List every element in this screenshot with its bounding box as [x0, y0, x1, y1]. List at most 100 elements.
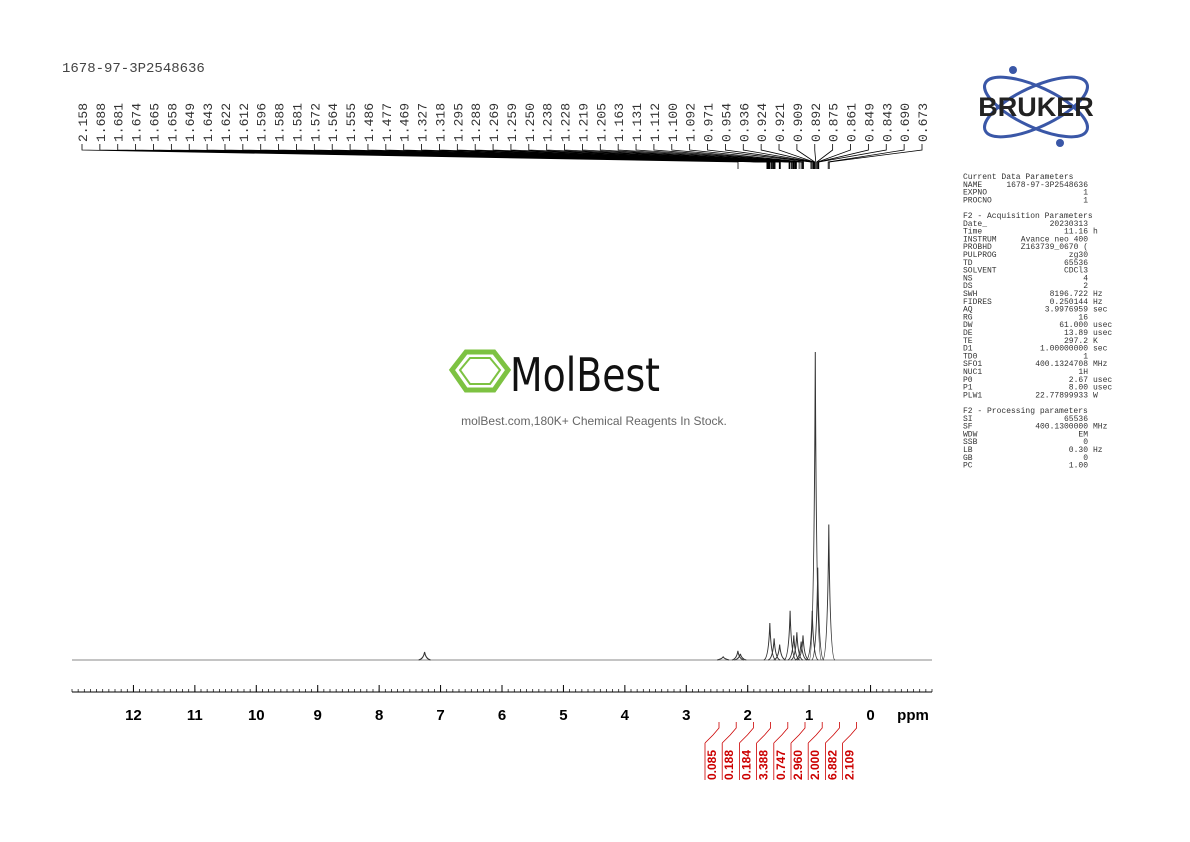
integral-bracket	[756, 722, 771, 780]
peak-label: 0.673	[916, 103, 931, 142]
peak-leader	[828, 144, 923, 169]
peak-leader	[81, 144, 739, 169]
param-value: CDCl3	[1064, 267, 1088, 276]
param-name: Time	[963, 228, 982, 237]
peak-label: 0.861	[845, 103, 860, 142]
peak-label: 0.909	[791, 103, 806, 142]
peak-label: 1.092	[684, 103, 699, 142]
peak-leader	[653, 144, 803, 169]
peak-leader	[827, 144, 905, 169]
param-name: NAME	[963, 181, 982, 190]
param-value: 400.1324708	[1035, 360, 1088, 369]
watermark-tagline: molBest.com,180K+ Chemical Reagents In S…	[461, 414, 727, 428]
param-name: TE	[963, 337, 973, 346]
param-unit: usec	[1093, 376, 1112, 385]
param-unit: Hz	[1093, 446, 1103, 455]
x-tick-label: 11	[187, 707, 203, 724]
x-tick-label: 7	[436, 707, 444, 724]
integral-label: 0.747	[774, 750, 788, 780]
peak-label: 0.936	[737, 103, 752, 142]
param-value: 8.00	[1069, 384, 1088, 393]
peak-leader	[635, 144, 802, 169]
param-value: 8196.722	[1050, 290, 1089, 299]
param-unit: usec	[1093, 384, 1112, 393]
peak-label: 0.849	[862, 103, 877, 142]
integral-bracket	[790, 722, 806, 780]
peak-label: 1.288	[469, 103, 484, 142]
peak-label: 1.269	[487, 103, 502, 142]
peak-leader	[707, 144, 812, 169]
peak-label: 1.163	[612, 103, 627, 142]
param-name: P1	[963, 384, 973, 393]
param-value: 61.000	[1059, 321, 1088, 330]
logo-text: BRUKER	[978, 92, 1094, 122]
peak-leader	[817, 144, 851, 169]
param-name: FIDRES	[963, 298, 992, 307]
peak-label: 0.843	[880, 103, 895, 142]
param-name: RG	[963, 313, 973, 322]
peak-label: 1.112	[648, 103, 663, 142]
spectrum-peak	[811, 567, 825, 661]
param-unit: MHz	[1093, 423, 1108, 432]
integral-label: 0.184	[739, 750, 753, 780]
peak-leader	[528, 144, 795, 169]
param-name: PROCNO	[963, 196, 992, 205]
peak-label: 0.971	[702, 103, 717, 142]
sample-title: 1678-97-3P2548636	[62, 61, 205, 77]
param-name: SF	[963, 423, 973, 432]
integral-label: 2.000	[808, 750, 822, 780]
param-value: 0.30	[1069, 446, 1088, 455]
peak-label: 1.469	[398, 103, 413, 142]
param-value: 2.67	[1069, 376, 1088, 385]
x-tick-label: 12	[125, 707, 142, 724]
param-value: 13.89	[1064, 329, 1088, 338]
param-value: 1678-97-3P2548636	[1006, 181, 1088, 190]
peak-label: 1.131	[630, 103, 645, 142]
param-name: INSTRUM	[963, 235, 997, 244]
x-tick-label: 10	[248, 707, 265, 724]
param-name: LB	[963, 446, 973, 455]
param-unit: h	[1093, 228, 1098, 237]
peak-leader	[671, 144, 804, 169]
peak-label: 1.250	[523, 103, 538, 142]
peak-leader	[814, 144, 817, 169]
param-name: EXPNO	[963, 189, 987, 198]
param-name: PC	[963, 462, 973, 471]
peak-leader	[599, 144, 797, 169]
x-tick-label: 0	[866, 707, 874, 724]
integral-bracket	[807, 722, 823, 780]
peak-label: 0.875	[827, 103, 842, 142]
integral-label: 6.882	[825, 750, 839, 780]
param-value: 4	[1083, 274, 1088, 283]
peak-label: 1.100	[666, 103, 681, 142]
peak-label: 0.690	[898, 103, 913, 142]
peak-label: 1.219	[576, 103, 591, 142]
spectrum-peak	[717, 655, 730, 661]
integral-label: 3.388	[757, 750, 771, 780]
integral-bracket	[773, 722, 789, 780]
peak-label: 1.318	[433, 103, 448, 142]
integral-bracket	[721, 722, 737, 780]
param-name: Date_	[963, 220, 987, 229]
param-name: TD0	[963, 352, 978, 361]
spectrum-peak	[796, 635, 810, 661]
spectrum-peak	[808, 351, 822, 661]
peak-leader	[564, 144, 796, 169]
peak-label: 1.649	[183, 103, 198, 142]
peak-label: 1.572	[308, 103, 323, 142]
x-tick-label: 6	[498, 707, 506, 724]
param-value: 1	[1083, 352, 1088, 361]
watermark: MolBest molBest.com,180K+ Chemical Reage…	[448, 348, 727, 428]
peak-leader	[510, 144, 794, 169]
peak-label: 1.295	[451, 103, 466, 142]
param-unit: Hz	[1093, 298, 1103, 307]
x-tick-label: 5	[559, 707, 567, 724]
spectrum-peak	[731, 650, 745, 661]
peak-label: 1.228	[559, 103, 574, 142]
param-value: 0	[1083, 454, 1088, 463]
bruker-logo: BRUKER	[978, 66, 1094, 147]
param-name: AQ	[963, 306, 973, 315]
param-name: SFO1	[963, 360, 982, 369]
param-value: zg30	[1069, 251, 1088, 260]
param-value: 11.16	[1064, 228, 1088, 237]
